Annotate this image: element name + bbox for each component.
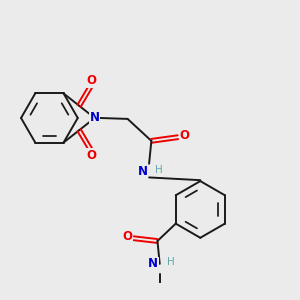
Text: H: H [167,257,175,267]
Text: O: O [86,74,97,87]
Text: O: O [179,129,189,142]
Text: N: N [138,165,148,178]
Text: O: O [122,230,132,243]
Text: N: N [90,112,100,124]
Text: H: H [155,165,163,175]
Text: O: O [86,149,97,162]
Text: N: N [148,257,158,270]
